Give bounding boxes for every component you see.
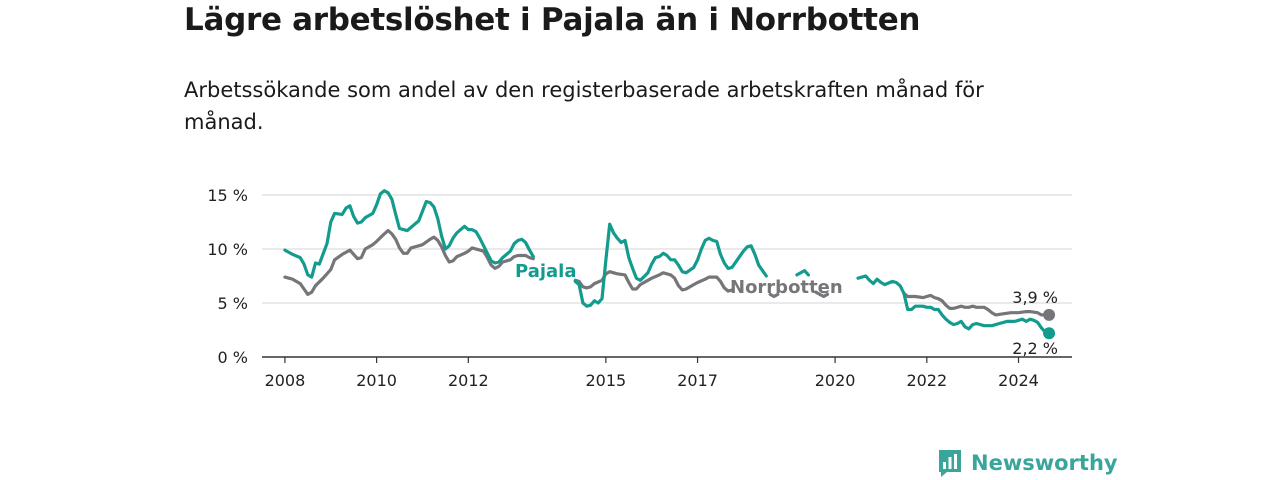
x-tick-label: 2010 — [356, 371, 397, 390]
y-tick-label: 15 % — [207, 186, 248, 205]
series-line-pajala — [795, 269, 810, 277]
series-line-norrbotten — [814, 290, 830, 299]
series-line-norrbotten — [768, 292, 780, 299]
line-chart: 0 %5 %10 %15 % 2008 2010 2012 2015 2017 2020 2… — [207, 186, 1072, 390]
x-tick-label: 2022 — [906, 371, 947, 390]
newsworthy-logo: Newsworthy — [937, 448, 1118, 478]
end-label-pajala: 2,2 % — [1012, 339, 1058, 358]
y-tick-label: 10 % — [207, 240, 248, 259]
x-tick-label: 2012 — [448, 371, 489, 390]
series-line-pajala — [573, 222, 768, 308]
end-label-norrbotten: 3,9 % — [1012, 288, 1058, 307]
series-label-pajala: Pajala — [515, 261, 577, 282]
series-line-norrbotten — [902, 291, 1051, 317]
y-tick-label: 0 % — [218, 348, 248, 367]
series-line-pajala — [856, 274, 1051, 335]
series-line-norrbotten — [283, 229, 535, 296]
y-tick-label: 5 % — [218, 294, 248, 313]
y-axis: 0 % 5 % 10 % 15 % — [207, 186, 248, 367]
bar-chart-speech-bubble-icon — [939, 450, 961, 477]
x-tick-label: 2008 — [265, 371, 306, 390]
series-line-pajala — [283, 189, 535, 279]
series-labels: Pajala Norrbotten 3,9 % 2,2 % — [515, 261, 1058, 358]
x-tick-label: 2020 — [815, 371, 856, 390]
x-tick-label: 2015 — [586, 371, 627, 390]
end-point-pajala — [1043, 327, 1056, 340]
x-axis: 2008 2010 2012 2015 2017 2020 2022 2024 — [262, 356, 1072, 390]
chart-subtitle: Arbetssökande som andel av den registerb… — [184, 78, 984, 134]
x-tick-label: 2017 — [677, 371, 718, 390]
series-line-norrbotten — [573, 270, 734, 293]
series-label-norrbotten: Norrbotten — [730, 277, 843, 298]
series-lines — [283, 189, 1056, 340]
grid-lines — [262, 194, 1072, 304]
x-tick-label: 2024 — [998, 371, 1039, 390]
chart-title: Lägre arbetslöshet i Pajala än i Norrbot… — [184, 2, 921, 38]
end-point-norrbotten — [1043, 308, 1056, 321]
brand-name: Newsworthy — [971, 451, 1118, 475]
